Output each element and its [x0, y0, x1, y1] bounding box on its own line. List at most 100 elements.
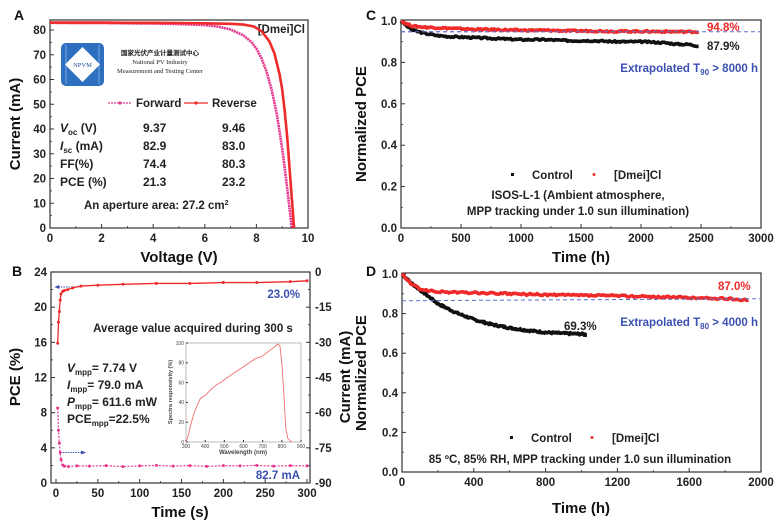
panel-b-y-right-tick-label: -90	[315, 478, 332, 490]
param-label-2: FF(%)	[60, 157, 93, 171]
panel-c-x-tick-label: 500	[451, 233, 470, 245]
panel-b-xlabel: Time (s)	[151, 504, 208, 521]
panel-d-ylabel: Normalized PCE	[353, 315, 370, 431]
panel-b-y-right-tick-label: -30	[315, 337, 332, 349]
panel-d-frame	[401, 272, 762, 473]
legend-reverse-label: Reverse	[212, 98, 257, 110]
current-point	[272, 464, 276, 468]
current-point	[154, 463, 158, 467]
forward-value-3: 21.3	[143, 175, 167, 189]
panel-b-y-left-tick-label: 20	[34, 302, 47, 314]
pce-point	[71, 286, 75, 290]
mpp-line-3: PCEmpp=22.5%	[67, 412, 150, 428]
panel-a-y-tick-label: 40	[33, 124, 46, 136]
panel-a-x-tick-label: 10	[302, 233, 315, 245]
panel-a-x-tick-label: 2	[98, 233, 104, 245]
npvm-name-en-2: Measurement and Testing Center	[117, 68, 204, 75]
reverse-value-0: 9.46	[222, 121, 246, 135]
panel-a-y-tick-label: 80	[33, 25, 46, 37]
mpp-symbol: PCE	[67, 412, 92, 426]
mpp-line-1: Impp= 79.0 mA	[67, 378, 144, 394]
panel-d-extrapolated: Extrapolated T80 > 4000 h	[620, 317, 758, 331]
pce-point	[56, 341, 60, 345]
param-subscript: sc	[63, 146, 72, 155]
panel-a-y-tick-label: 20	[33, 174, 46, 186]
panel-a-x-tick-label: 4	[150, 233, 157, 245]
panel-c-y-tick-label: 0.6	[381, 99, 397, 111]
inset-y-tick-label: 60	[178, 380, 184, 386]
reverse-value-2: 80.3	[222, 157, 246, 171]
inset-x-tick-label: 800	[278, 444, 287, 450]
panel-a-x-tick-label: 0	[47, 233, 53, 245]
npvm-logo: NPVM 国家光伏产业计量测试中心 National PV Industry M…	[61, 43, 204, 86]
panel-c-x-tick-label: 1000	[508, 233, 534, 245]
panel-b-x-tick-label: 200	[214, 488, 233, 500]
panel-c-y-tick-label: 0.2	[381, 182, 397, 194]
panel-d-final-control: 69.3%	[564, 321, 597, 333]
panel-a-y-tick-label: 60	[33, 75, 46, 87]
panel-d-x-tick-label: 800	[536, 477, 555, 489]
panel-d-legend: Control [Dmei]Cl	[510, 433, 659, 445]
current-point	[59, 458, 63, 462]
mpp-symbol: P	[67, 395, 76, 409]
npvm-name-en-1: National PV Industry	[132, 59, 188, 66]
panel-c-final-control: 87.9%	[707, 41, 740, 53]
panel-b-y-left-tick-label: 12	[34, 373, 47, 385]
series-dmei	[400, 20, 700, 35]
iv-curve-reverse	[50, 21, 296, 229]
inset-y-tick-label: 40	[178, 400, 184, 406]
pce-point	[288, 280, 292, 284]
pce-trace	[57, 280, 308, 344]
inset-x-tick-label: 700	[258, 444, 267, 450]
pce-point	[121, 282, 125, 286]
panel-d-y-tick-label: 1.0	[382, 269, 398, 281]
pce-point	[255, 281, 259, 285]
current-point	[305, 464, 309, 468]
panel-b-ylabel-right: Current (mA)	[337, 331, 354, 424]
panel-a-ylabel: Current (mA)	[7, 78, 24, 171]
mpp-line-0: Vmpp= 7.74 V	[67, 361, 137, 377]
panel-c-y-tick-label: 0.8	[381, 57, 398, 69]
reverse-value-3: 23.2	[222, 175, 246, 189]
current-point	[255, 463, 259, 467]
series-control	[400, 272, 588, 338]
current-point	[238, 464, 242, 468]
legend-control-label: Control	[531, 433, 572, 445]
panel-c-xlabel: Time (h)	[552, 249, 610, 266]
forward-value-2: 74.4	[143, 157, 167, 171]
panel-c-extrapolated: Extrapolated T90 > 8000 h	[620, 63, 758, 77]
spectral-responsivity-curve	[185, 343, 293, 443]
panel-b-pce-final-label: 23.0%	[267, 289, 300, 301]
panel-a-x-tick-label: 8	[253, 233, 260, 245]
legend-dmei-marker	[592, 173, 596, 176]
panel-a-legend: Forward Reverse	[108, 98, 257, 110]
panel-c-y-tick-label: 0.0	[381, 223, 397, 235]
inset-x-tick-label: 400	[201, 444, 210, 450]
current-point	[288, 464, 292, 468]
reverse-value-1: 83.0	[222, 139, 246, 153]
panel-a-sample-tag: [Dmei]Cl	[258, 24, 305, 36]
legend-forward-label: Forward	[136, 98, 181, 110]
panel-c-legend: Control [Dmei]Cl	[511, 170, 661, 182]
pce-arrow-left-icon	[54, 284, 60, 289]
panel-a-x-tick-label: 6	[202, 233, 208, 245]
panel-b-y-right-tick-label: -15	[315, 302, 332, 314]
current-trace	[57, 407, 308, 468]
mpp-subscript: mpp	[70, 385, 87, 394]
legend-reverse-marker	[194, 101, 198, 105]
inset-x-tick-label: 300	[182, 444, 191, 450]
panel-b-y-right-tick-label: -45	[315, 373, 332, 385]
npvm-name-cn: 国家光伏产业计量测试中心	[121, 48, 200, 57]
mpp-subscript: mpp	[75, 402, 92, 411]
param-unit: (V)	[77, 121, 96, 135]
current-point	[87, 464, 91, 468]
panel-c-x-tick-label: 0	[398, 233, 404, 245]
pce-point	[305, 279, 309, 283]
forward-value-0: 9.37	[143, 121, 167, 135]
panel-d-reference-line	[401, 298, 762, 302]
panel-b-x-tick-label: 100	[130, 488, 149, 500]
current-point	[138, 464, 142, 468]
panel-b-y-left-tick-label: 16	[34, 337, 47, 349]
panel-b-annotation: Average value acquired during 300 s	[93, 323, 293, 335]
